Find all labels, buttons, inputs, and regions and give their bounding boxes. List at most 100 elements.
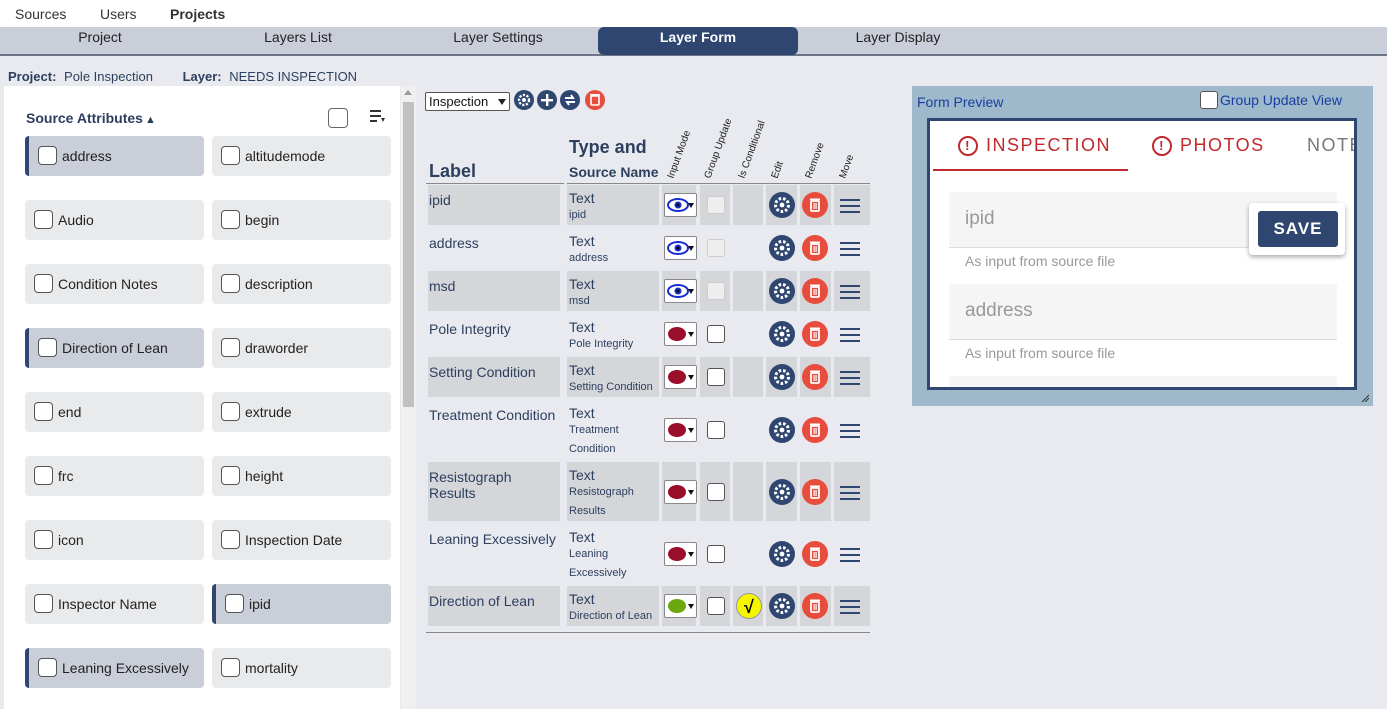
attribute-checkbox[interactable] [221, 658, 240, 677]
scrollbar[interactable] [401, 86, 416, 709]
attribute-item[interactable]: begin [212, 200, 391, 240]
preview-tab-photos[interactable]: ! PHOTOS [1152, 135, 1265, 156]
attribute-item[interactable]: address [25, 136, 204, 176]
drag-handle-icon[interactable] [840, 328, 860, 342]
attribute-checkbox[interactable] [34, 274, 53, 293]
attribute-checkbox[interactable] [34, 466, 53, 485]
attribute-item[interactable]: Inspection Date [212, 520, 391, 560]
preview-field-address[interactable]: address [949, 284, 1337, 340]
remove-trash-icon[interactable] [802, 321, 828, 347]
edit-gear-icon[interactable] [769, 479, 795, 505]
resize-handle-icon[interactable] [1360, 393, 1369, 402]
attribute-checkbox[interactable] [221, 274, 240, 293]
edit-gear-icon[interactable] [769, 541, 795, 567]
group-update-checkbox[interactable] [707, 325, 725, 343]
attribute-checkbox[interactable] [221, 210, 240, 229]
input-mode-select[interactable] [664, 193, 697, 217]
tab-layer-settings[interactable]: Layer Settings [453, 29, 543, 45]
drag-handle-icon[interactable] [840, 600, 860, 614]
attribute-checkbox[interactable] [221, 338, 240, 357]
input-mode-select[interactable] [664, 418, 697, 442]
attribute-item[interactable]: frc [25, 456, 204, 496]
drag-handle-icon[interactable] [840, 242, 860, 256]
attribute-item[interactable]: ipid [212, 584, 391, 624]
remove-trash-icon[interactable] [802, 192, 828, 218]
tab-project[interactable]: Project [78, 29, 122, 45]
conditional-check-icon[interactable]: √ [736, 593, 762, 619]
drag-handle-icon[interactable] [840, 285, 860, 299]
group-update-checkbox[interactable] [707, 421, 725, 439]
select-all-checkbox[interactable] [328, 108, 348, 128]
input-mode-select[interactable] [664, 322, 697, 346]
drag-handle-icon[interactable] [840, 424, 860, 438]
nav-projects[interactable]: Projects [170, 6, 226, 22]
preview-field-next[interactable] [949, 376, 1337, 387]
source-attributes-title[interactable]: Source Attributes ▲ [26, 110, 156, 126]
attribute-item[interactable]: Direction of Lean [25, 328, 204, 368]
attribute-checkbox[interactable] [221, 146, 240, 165]
group-update-checkbox[interactable] [707, 545, 725, 563]
attribute-checkbox[interactable] [34, 594, 53, 613]
copy-form-button[interactable] [560, 90, 580, 110]
edit-gear-icon[interactable] [769, 321, 795, 347]
save-button[interactable]: SAVE [1249, 203, 1345, 255]
drag-handle-icon[interactable] [840, 371, 860, 385]
edit-gear-icon[interactable] [769, 235, 795, 261]
attribute-checkbox[interactable] [34, 530, 53, 549]
add-form-button[interactable] [537, 90, 557, 110]
attribute-item[interactable]: altitudemode [212, 136, 391, 176]
tab-layers-list[interactable]: Layers List [264, 29, 332, 45]
attribute-checkbox[interactable] [225, 594, 244, 613]
drag-handle-icon[interactable] [840, 548, 860, 562]
attribute-item[interactable]: end [25, 392, 204, 432]
sort-list-icon[interactable] [369, 108, 385, 124]
attribute-checkbox[interactable] [34, 210, 53, 229]
input-mode-select[interactable] [664, 480, 697, 504]
edit-gear-icon[interactable] [769, 364, 795, 390]
input-mode-select[interactable] [664, 236, 697, 260]
nav-users[interactable]: Users [100, 6, 137, 22]
edit-gear-icon[interactable] [769, 417, 795, 443]
delete-form-button[interactable] [585, 90, 605, 110]
group-update-view-checkbox[interactable] [1200, 91, 1218, 109]
remove-trash-icon[interactable] [802, 479, 828, 505]
remove-trash-icon[interactable] [802, 235, 828, 261]
edit-gear-icon[interactable] [769, 593, 795, 619]
attribute-checkbox[interactable] [221, 530, 240, 549]
attribute-checkbox[interactable] [221, 466, 240, 485]
input-mode-select[interactable] [664, 279, 697, 303]
remove-trash-icon[interactable] [802, 417, 828, 443]
remove-trash-icon[interactable] [802, 278, 828, 304]
attribute-item[interactable]: extrude [212, 392, 391, 432]
form-select[interactable]: Inspection [425, 92, 510, 111]
preview-tab-inspection[interactable]: ! INSPECTION [958, 135, 1111, 156]
group-update-checkbox[interactable] [707, 483, 725, 501]
drag-handle-icon[interactable] [840, 199, 860, 213]
attribute-item[interactable]: description [212, 264, 391, 304]
input-mode-select[interactable] [664, 594, 697, 618]
edit-gear-icon[interactable] [769, 278, 795, 304]
remove-trash-icon[interactable] [802, 541, 828, 567]
input-mode-select[interactable] [664, 542, 697, 566]
attribute-item[interactable]: Inspector Name [25, 584, 204, 624]
attribute-checkbox[interactable] [38, 146, 57, 165]
scroll-thumb[interactable] [403, 102, 414, 407]
attribute-checkbox[interactable] [34, 402, 53, 421]
input-mode-select[interactable] [664, 365, 697, 389]
drag-handle-icon[interactable] [840, 486, 860, 500]
edit-gear-icon[interactable] [769, 192, 795, 218]
attribute-item[interactable]: height [212, 456, 391, 496]
tab-layer-display[interactable]: Layer Display [855, 29, 941, 45]
nav-sources[interactable]: Sources [15, 6, 67, 22]
attribute-item[interactable]: Audio [25, 200, 204, 240]
attribute-item[interactable]: Leaning Excessively [25, 648, 204, 688]
remove-trash-icon[interactable] [802, 593, 828, 619]
attribute-item[interactable]: draworder [212, 328, 391, 368]
group-update-checkbox[interactable] [707, 368, 725, 386]
attribute-item[interactable]: Condition Notes [25, 264, 204, 304]
preview-tab-notes[interactable]: NOTE [1307, 135, 1354, 155]
attribute-item[interactable]: icon [25, 520, 204, 560]
attribute-item[interactable]: mortality [212, 648, 391, 688]
scroll-up-icon[interactable] [404, 90, 412, 95]
settings-form-button[interactable] [514, 90, 534, 110]
